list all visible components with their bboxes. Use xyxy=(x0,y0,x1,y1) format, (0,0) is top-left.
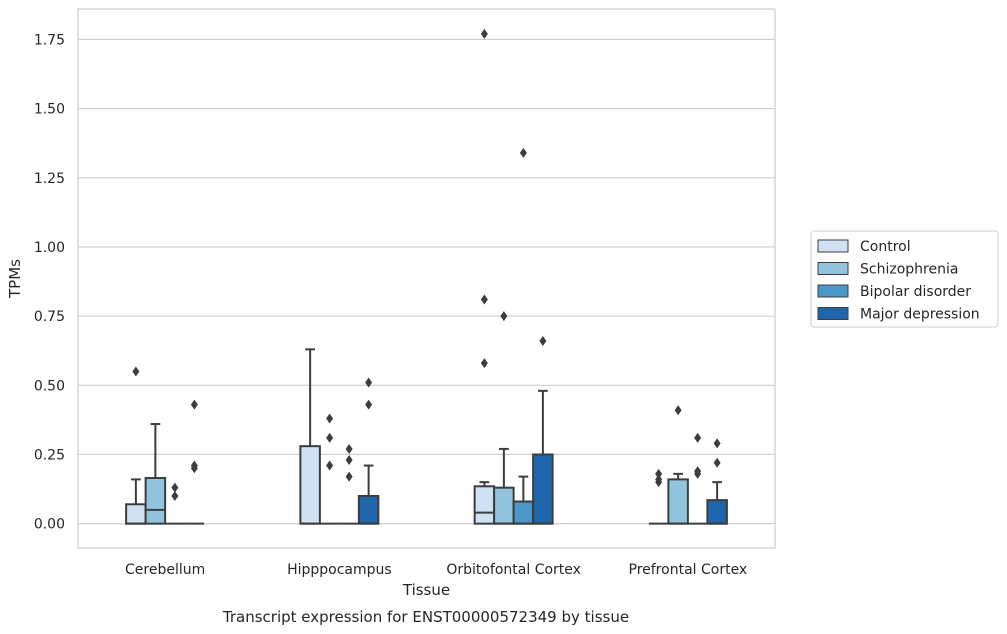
box-schizophrenia xyxy=(319,413,340,525)
y-tick-label: 0.00 xyxy=(34,517,65,533)
legend: Control Schizophrenia Bipolar disorder Majo… xyxy=(810,230,999,328)
outlier-point xyxy=(326,460,334,471)
legend-frame xyxy=(810,230,999,328)
box-iqr xyxy=(144,476,167,525)
y-tick-label: 1.25 xyxy=(34,171,65,187)
box-iqr xyxy=(512,500,535,525)
legend-item: Control xyxy=(817,239,911,255)
outlier-point xyxy=(519,147,527,158)
outlier-point xyxy=(480,294,488,305)
box-iqr xyxy=(357,494,380,525)
outlier-point xyxy=(345,471,353,482)
box-major-depression xyxy=(532,336,554,525)
outlier-point xyxy=(190,399,198,410)
outlier-point xyxy=(480,358,488,369)
box-control xyxy=(125,366,147,525)
outlier-point xyxy=(694,432,702,443)
outlier-point xyxy=(500,311,508,322)
legend-label: Schizophrenia xyxy=(860,262,958,278)
box-bipolar-disorder xyxy=(512,147,535,525)
x-tick-label: Cerebellum xyxy=(125,562,205,578)
box-control xyxy=(299,348,321,525)
legend-swatch xyxy=(817,239,849,253)
outlier-point xyxy=(132,366,140,377)
outlier-point xyxy=(539,336,547,347)
plot-area xyxy=(77,8,776,549)
box-major-depression xyxy=(357,377,380,525)
y-tick-label: 0.25 xyxy=(34,447,65,463)
outlier-point xyxy=(190,460,198,471)
box-iqr xyxy=(706,499,728,525)
outlier-point xyxy=(171,482,179,493)
box-bipolar-disorder xyxy=(165,482,185,525)
outlier-point xyxy=(674,405,682,416)
legend-swatch xyxy=(817,284,849,298)
y-tick-label: 1.50 xyxy=(34,102,65,118)
box-control xyxy=(648,468,669,525)
outlier-point xyxy=(171,490,179,501)
box-groups xyxy=(125,28,728,525)
x-tick-label: Orbitofontal Cortex xyxy=(446,562,581,578)
outlier-point xyxy=(326,432,334,443)
outlier-point xyxy=(345,455,353,466)
box-major-depression xyxy=(706,438,728,525)
outlier-point xyxy=(713,438,721,449)
outlier-point xyxy=(326,413,334,424)
box-major-depression xyxy=(184,399,205,525)
box-iqr xyxy=(667,478,689,525)
legend-label: Control xyxy=(860,239,911,255)
x-axis-title: Tissue xyxy=(402,581,450,599)
box-schizophrenia xyxy=(144,423,167,525)
box-bipolar-disorder xyxy=(339,443,359,525)
box-schizophrenia xyxy=(667,405,689,525)
outlier-point xyxy=(694,466,702,477)
x-tick-label: Hipppocampus xyxy=(287,562,392,578)
box-iqr xyxy=(125,503,147,525)
y-tick-labels: 0.00 0.25 0.50 0.75 1.00 1.25 1.50 1.75 xyxy=(34,32,65,532)
outlier-point xyxy=(713,457,721,468)
legend-label: Major depression xyxy=(860,307,980,323)
x-tick-labels: Cerebellum Hipppocampus Orbitofontal Corte… xyxy=(125,562,747,578)
legend-swatch xyxy=(817,307,849,320)
y-tick-label: 1.75 xyxy=(34,32,65,48)
y-tick-label: 0.50 xyxy=(34,378,65,394)
legend-swatch xyxy=(817,262,849,275)
box-bipolar-disorder xyxy=(687,432,708,525)
outlier-point xyxy=(480,28,488,39)
outlier-point xyxy=(655,474,663,485)
legend-item: Bipolar disorder xyxy=(817,284,971,300)
legend-item: Major depression xyxy=(817,307,980,323)
y-tick-label: 0.75 xyxy=(34,309,65,325)
y-tick-label: 1.00 xyxy=(34,240,65,256)
legend-label: Bipolar disorder xyxy=(860,284,971,300)
box-control xyxy=(473,28,496,525)
box-schizophrenia xyxy=(493,311,515,525)
legend-item: Schizophrenia xyxy=(817,262,958,278)
chart-caption: Transcript expression for ENST0000057234… xyxy=(222,608,629,626)
y-gridlines xyxy=(78,38,775,525)
outlier-point xyxy=(365,377,373,388)
box-iqr xyxy=(493,486,515,525)
x-tick-label: Prefrontal Cortex xyxy=(629,562,748,578)
box-iqr xyxy=(299,445,321,525)
outlier-point xyxy=(345,443,353,454)
y-axis-title: TPMs xyxy=(6,259,24,299)
outlier-point xyxy=(365,399,373,410)
box-iqr xyxy=(532,453,554,525)
box-iqr xyxy=(473,485,496,525)
outlier-point xyxy=(655,468,663,479)
